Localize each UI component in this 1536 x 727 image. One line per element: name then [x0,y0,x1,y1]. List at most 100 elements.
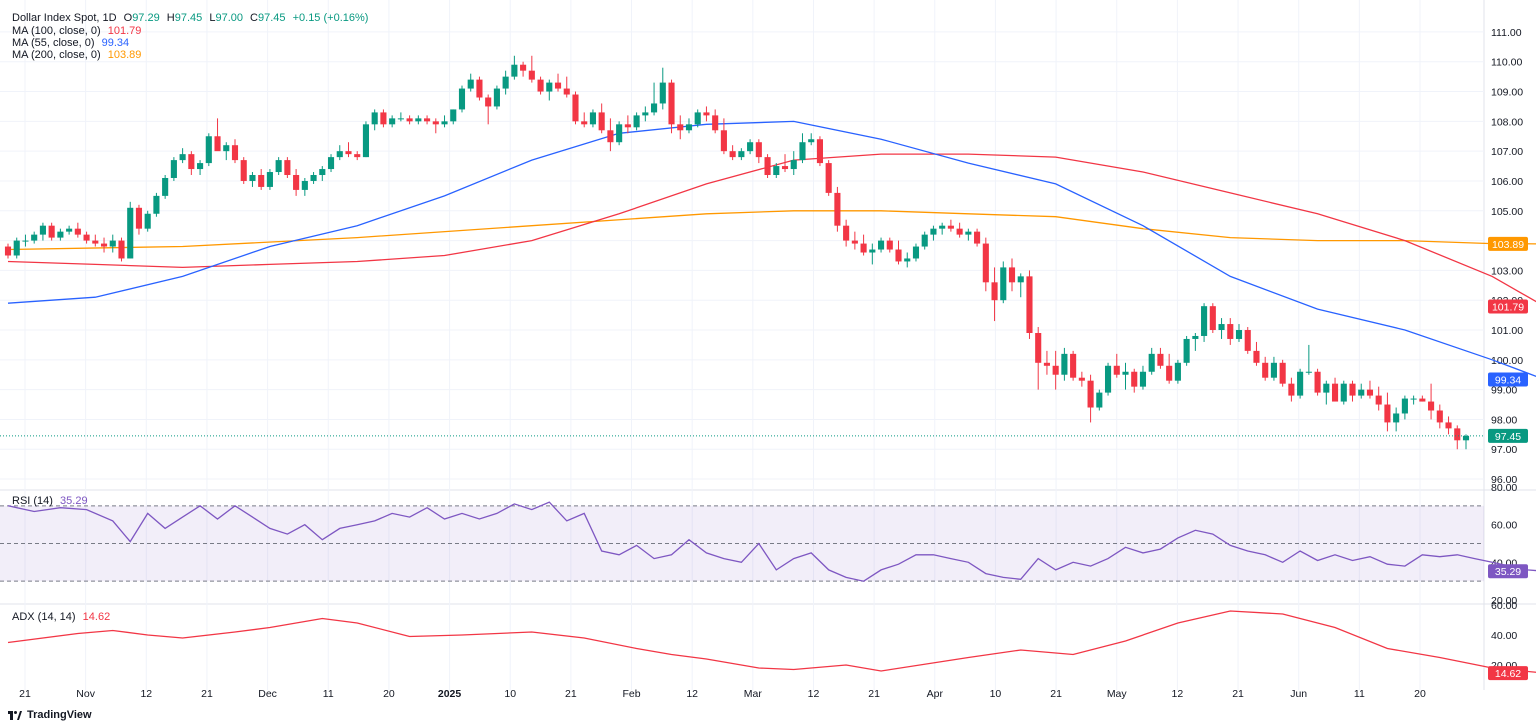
y-tick-label: 101.00 [1491,325,1523,337]
candle [301,180,308,190]
candle [755,142,762,158]
x-tick-label: 21 [19,688,31,700]
symbol-title: Dollar Index Spot, 1D [12,12,117,24]
candle [57,231,64,238]
ma200-line [7,210,1536,251]
candle [720,130,727,152]
candle [747,142,754,152]
candle [389,118,396,125]
candle [1279,362,1286,384]
ma100-legend[interactable]: MA (100, close, 0) 101.79 [12,25,145,37]
y-tick-label: 110.00 [1491,57,1522,69]
adx-value: 14.62 [82,611,111,623]
y-tick-label: 105.00 [1491,206,1523,218]
candle [1104,365,1112,393]
ma200-price-label-bg [1488,236,1528,251]
x-tick-label: 12 [686,688,698,700]
candle [729,151,736,158]
symbol-legend: Dollar Index Spot, 1D O97.29 H97.45 L97.… [12,12,372,24]
candle [520,64,527,71]
ma55-value: 99.34 [101,37,130,49]
candle [1218,324,1225,331]
candle [677,124,684,131]
candle [249,175,256,181]
candle [354,154,361,158]
candle [895,249,902,262]
rsi-label: RSI (14) [12,495,53,507]
candle [1384,404,1391,423]
candle [685,124,693,131]
candle [1043,362,1050,366]
candle [1401,398,1408,414]
ma55-line [7,120,1536,377]
candle [1209,306,1216,331]
candle [572,94,579,122]
candle [1078,377,1085,381]
rsi-legend[interactable]: RSI (14) 35.29 [12,495,92,507]
candle [170,160,177,178]
candle [546,82,553,92]
candle [1305,371,1312,373]
x-tick-label: Nov [76,688,95,700]
rsi-tick-label: 20.00 [1491,595,1517,607]
ma200-price-label: 103.89 [1492,239,1524,251]
adx-label: ADX (14, 14) [12,611,76,623]
candle [188,154,195,170]
candle [1227,324,1234,339]
candle [1035,332,1042,363]
candle [773,166,780,176]
candle [956,228,963,235]
x-tick-label: 2025 [438,688,462,700]
candle [1436,410,1443,423]
ma200-label: MA (200, close, 0) [12,49,101,61]
ma55-legend[interactable]: MA (55, close, 0) 99.34 [12,37,133,49]
ma200-legend[interactable]: MA (200, close, 0) 103.89 [12,49,145,61]
candle [1270,362,1277,378]
adx-tick-label: 60.00 [1491,600,1517,612]
candle [1096,392,1103,408]
candle [877,240,885,250]
x-tick-label: 21 [868,688,880,700]
candle [659,82,666,104]
candle [1052,365,1059,375]
candle [1410,398,1417,400]
candle [266,172,273,187]
candle [476,79,483,98]
candle [144,213,151,229]
candle [109,240,116,247]
candle [1349,383,1356,396]
candle [947,225,954,229]
candle [345,151,352,155]
candle [1331,383,1339,402]
candle [127,207,134,259]
candle [511,64,518,77]
candle [589,112,597,125]
ohlc-open: O97.29 [123,12,160,24]
candle [624,124,631,128]
candle [694,112,701,125]
candle [406,118,413,122]
tradingview-logo[interactable]: TradingView [8,709,92,721]
y-tick-label: 100.00 [1491,355,1523,367]
candle [703,112,710,116]
candle [1192,335,1199,339]
y-tick-label: 109.00 [1491,87,1523,99]
adx-line [7,610,1536,673]
adx-legend[interactable]: ADX (14, 14) 14.62 [12,611,114,623]
x-tick-label: 21 [565,688,577,700]
candle [1262,362,1269,378]
x-tick-label: Feb [622,688,640,700]
candle [1061,353,1068,375]
price-change: +0.15 (+0.16%) [292,12,369,24]
rsi-value-label-bg [1488,564,1528,579]
y-tick-label: 111.00 [1491,27,1522,39]
candle [712,115,719,131]
y-tick-label: 97.00 [1491,444,1517,456]
y-tick-label: 107.00 [1491,146,1523,158]
x-tick-label: Apr [927,688,944,700]
candle [153,195,160,214]
candle [554,82,562,89]
candle [1026,276,1033,333]
